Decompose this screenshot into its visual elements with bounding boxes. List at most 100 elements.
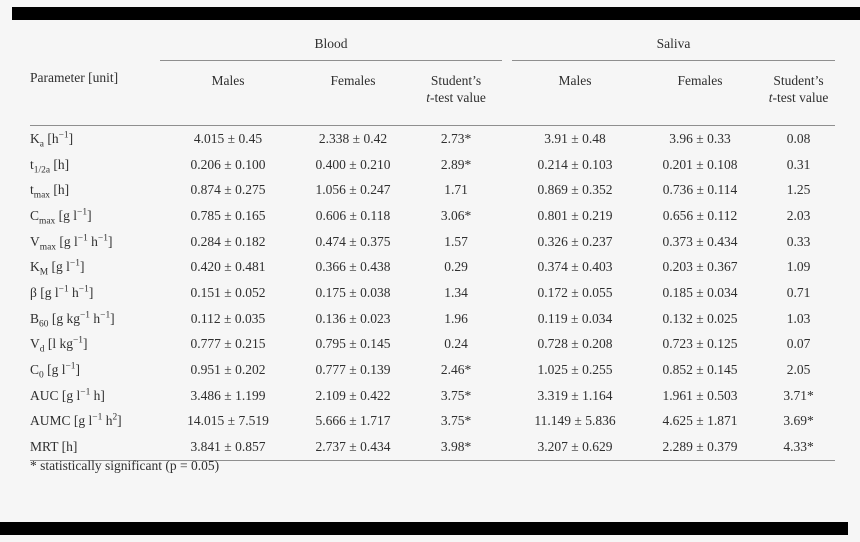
cell-saliva-ttest: 1.09	[786, 259, 811, 275]
cell-blood-males: 0.420 ± 0.481	[190, 259, 266, 275]
cell-saliva-males: 11.149 ± 5.836	[534, 413, 616, 429]
parameter-name: β [g l−1 h−1]	[30, 284, 94, 300]
cell-saliva-males: 1.025 ± 0.255	[537, 362, 613, 378]
cell-saliva-ttest: 1.25	[786, 182, 811, 198]
parameter-name: C0 [g l−1]	[30, 361, 81, 381]
cell-blood-males: 3.841 ± 0.857	[160, 434, 296, 461]
column-header-saliva-ttest: Student’s t-test value	[762, 60, 836, 126]
cell-blood-females: 0.474 ± 0.375	[315, 233, 391, 249]
cell-saliva-females: 0.373 ± 0.434	[662, 233, 738, 249]
column-header-blood-ttest: Student’s t-test value	[410, 60, 503, 126]
table-row: C0 [g l−1] 0.951 ± 0.202 0.777 ± 0.139 2.46…	[30, 357, 835, 383]
table-row: tmax [h] 0.874 ± 0.275 1.056 ± 0.247 1.71 0.…	[30, 177, 835, 203]
table-header: Parameter [unit] Blood Saliva Males Fema…	[30, 30, 836, 126]
cell-blood-females: 0.795 ± 0.145	[315, 336, 391, 352]
cell-blood-ttest: 0.29	[444, 259, 468, 275]
cell-saliva-males: 0.119 ± 0.034	[537, 310, 613, 326]
cell-saliva-males: 3.319 ± 1.164	[537, 387, 613, 403]
table-row: AUC [g l−1 h] 3.486 ± 1.199 2.109 ± 0.422 3…	[30, 383, 835, 409]
column-spacer	[502, 203, 512, 229]
cell-saliva-ttest: 3.69*	[783, 413, 814, 429]
table-row: Ka [h−1] 4.015 ± 0.45 2.338 ± 0.42 2.73* 3.9…	[30, 126, 835, 152]
cell-blood-males: 0.206 ± 0.100	[190, 156, 266, 172]
cell-blood-males: 0.874 ± 0.275	[190, 182, 266, 198]
cell-saliva-ttest: 2.03	[786, 207, 811, 223]
cell-saliva-females: 0.185 ± 0.034	[662, 284, 738, 300]
cell-saliva-males: 3.207 ± 0.629	[512, 434, 639, 461]
parameter-name: Vd [l kg−1]	[30, 335, 88, 356]
cell-blood-males: 0.112 ± 0.035	[190, 310, 266, 326]
cell-saliva-females: 0.203 ± 0.367	[662, 259, 738, 275]
table-row: t1/2a [h] 0.206 ± 0.100 0.400 ± 0.210 2.89*…	[30, 152, 835, 178]
cell-saliva-females: 0.723 ± 0.125	[662, 336, 738, 352]
bottom-black-bar	[0, 522, 848, 535]
column-header-blood-females: Females	[296, 60, 410, 126]
cell-blood-females: 0.777 ± 0.139	[315, 362, 391, 378]
cell-blood-ttest: 1.57	[444, 233, 468, 249]
cell-blood-females: 0.606 ± 0.118	[315, 207, 391, 223]
table-row: Cmax [g l−1] 0.785 ± 0.165 0.606 ± 0.118 3.…	[30, 203, 835, 229]
cell-blood-males: 0.951 ± 0.202	[190, 362, 266, 378]
table-row: B60 [g kg−1 h−1] 0.112 ± 0.035 0.136 ± 0.0…	[30, 306, 835, 332]
cell-saliva-females: 1.961 ± 0.503	[662, 387, 738, 403]
cell-blood-ttest: 3.06*	[440, 207, 472, 223]
parameter-name: tmax [h]	[30, 182, 70, 201]
cell-saliva-males: 0.869 ± 0.352	[537, 182, 613, 198]
cell-blood-females: 2.737 ± 0.434	[296, 434, 410, 461]
parameters-table: Parameter [unit] Blood Saliva Males Fema…	[30, 30, 836, 461]
cell-blood-females: 2.109 ± 0.422	[315, 387, 391, 403]
column-spacer	[502, 383, 512, 409]
cell-blood-males: 0.785 ± 0.165	[190, 207, 266, 223]
parameter-name: B60 [g kg−1 h−1]	[30, 310, 115, 330]
cell-saliva-ttest: 0.71	[786, 284, 811, 300]
cell-blood-males: 3.486 ± 1.199	[190, 387, 266, 403]
column-spacer	[502, 152, 512, 178]
cell-saliva-females: 3.96 ± 0.33	[669, 130, 731, 146]
column-header-blood-males: Males	[160, 60, 296, 126]
cell-blood-females: 1.056 ± 0.247	[315, 182, 391, 198]
cell-saliva-ttest: 0.31	[786, 156, 811, 172]
footnote: * statistically significant (p = 0.05)	[30, 458, 220, 473]
column-spacer	[502, 434, 513, 461]
cell-blood-ttest: 1.71	[444, 182, 468, 198]
column-spacer	[502, 126, 512, 152]
cell-blood-males: 0.777 ± 0.215	[190, 336, 266, 352]
cell-blood-ttest: 2.73*	[440, 130, 472, 146]
cell-saliva-ttest: 2.05	[786, 362, 811, 378]
cell-saliva-females: 0.852 ± 0.145	[662, 362, 738, 378]
column-spacer	[502, 306, 512, 332]
cell-saliva-ttest: 3.71*	[783, 387, 814, 403]
cell-blood-females: 0.136 ± 0.023	[315, 310, 391, 326]
cell-blood-ttest: 3.75*	[440, 387, 472, 403]
table-row: Vd [l kg−1] 0.777 ± 0.215 0.795 ± 0.145 0.2…	[30, 332, 835, 358]
column-spacer	[502, 254, 512, 280]
group-header-row: Parameter [unit] Blood Saliva	[30, 30, 836, 126]
cell-saliva-ttest: 4.33*	[762, 434, 836, 461]
parameter-name: t1/2a [h]	[30, 156, 70, 176]
cell-blood-females: 2.338 ± 0.42	[318, 130, 388, 146]
cell-blood-ttest: 3.98*	[410, 434, 503, 461]
column-spacer	[502, 177, 512, 203]
cell-saliva-females: 2.289 ± 0.379	[638, 434, 763, 461]
cell-saliva-females: 0.201 ± 0.108	[662, 156, 738, 172]
cell-saliva-males: 0.326 ± 0.237	[537, 233, 613, 249]
cell-saliva-males: 0.374 ± 0.403	[537, 259, 613, 275]
column-header-parameter: Parameter [unit]	[30, 30, 160, 126]
group-header-saliva: Saliva	[512, 30, 836, 61]
parameter-name: AUMC [g l−1 h2]	[30, 412, 122, 429]
cell-blood-females: 0.366 ± 0.438	[315, 259, 391, 275]
cell-saliva-ttest: 0.07	[786, 336, 811, 352]
cell-saliva-males: 0.214 ± 0.103	[537, 156, 613, 172]
table-body: Ka [h−1] 4.015 ± 0.45 2.338 ± 0.42 2.73* 3.9…	[30, 126, 836, 461]
cell-blood-females: 0.400 ± 0.210	[315, 156, 391, 172]
column-spacer	[502, 280, 512, 306]
table-row: KM [g l−1] 0.420 ± 0.481 0.366 ± 0.438 0.29…	[30, 254, 835, 280]
cell-blood-ttest: 0.24	[444, 336, 468, 352]
column-spacer	[502, 229, 512, 255]
cell-saliva-ttest: 0.08	[786, 130, 811, 146]
top-black-bar	[12, 7, 860, 20]
cell-blood-ttest: 3.75*	[440, 413, 472, 429]
column-spacer	[502, 332, 512, 358]
parameter-name: Vmax [g l−1 h−1]	[30, 233, 113, 253]
group-header-blood: Blood	[160, 30, 503, 61]
